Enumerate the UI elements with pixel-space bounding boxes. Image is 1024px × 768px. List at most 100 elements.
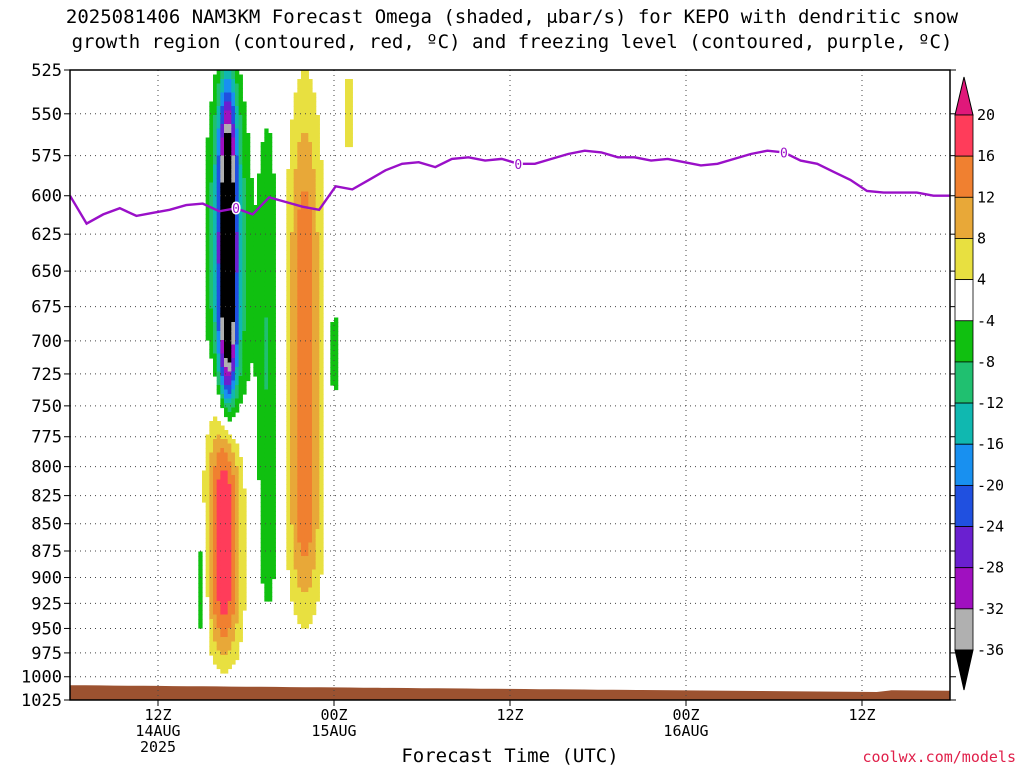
omega-cell <box>286 502 291 508</box>
omega-cell <box>301 191 306 197</box>
omega-cell <box>297 533 302 539</box>
omega-cell <box>227 502 232 508</box>
omega-cell <box>271 340 276 346</box>
omega-cell <box>227 403 232 409</box>
omega-cell <box>301 142 306 148</box>
omega-cell <box>224 632 229 638</box>
omega-cell <box>224 263 229 269</box>
omega-cell <box>246 169 251 175</box>
omega-cell <box>238 610 243 616</box>
omega-cell <box>238 502 243 508</box>
omega-cell <box>315 547 320 553</box>
omega-cell <box>304 614 309 620</box>
omega-cell <box>224 155 229 161</box>
omega-cell <box>242 169 247 175</box>
omega-cell <box>231 250 236 256</box>
omega-cell <box>271 470 276 476</box>
omega-cell <box>308 506 313 512</box>
omega-cell <box>238 196 243 202</box>
omega-cell <box>312 569 317 575</box>
omega-cell <box>242 232 247 238</box>
omega-cell <box>213 286 218 292</box>
omega-cell <box>238 214 243 220</box>
y-tick-label: 975 <box>31 644 62 664</box>
omega-cell <box>216 218 221 224</box>
omega-cell <box>308 421 313 427</box>
omega-cell <box>220 655 225 661</box>
omega-cell <box>202 484 207 490</box>
omega-cell <box>312 250 317 256</box>
omega-cell <box>231 479 236 485</box>
omega-cell <box>253 214 258 220</box>
omega-cell <box>205 268 210 274</box>
omega-cell <box>308 556 313 562</box>
omega-cell <box>286 187 291 193</box>
omega-cell <box>264 538 269 544</box>
omega-cell <box>209 439 214 445</box>
omega-cell <box>334 380 339 386</box>
omega-cell <box>301 511 306 517</box>
omega-cell <box>235 385 240 391</box>
omega-cell <box>271 218 276 224</box>
omega-cell <box>213 196 218 202</box>
omega-cell <box>301 547 306 553</box>
omega-cell <box>235 83 240 89</box>
omega-cell <box>304 151 309 157</box>
omega-cell <box>304 74 309 80</box>
omega-cell <box>330 344 335 350</box>
omega-cell <box>268 263 273 269</box>
omega-cell <box>290 524 295 530</box>
omega-cell <box>202 479 207 485</box>
omega-cell <box>209 484 214 490</box>
omega-cell <box>319 272 324 278</box>
x-tick-label: 16AUG <box>663 722 708 740</box>
omega-cell <box>205 461 210 467</box>
omega-cell <box>242 277 247 283</box>
omega-cell <box>308 277 313 283</box>
omega-cell <box>264 169 269 175</box>
omega-cell <box>308 137 313 143</box>
omega-cell <box>260 515 265 521</box>
omega-cell <box>301 578 306 584</box>
omega-cell <box>290 569 295 575</box>
omega-cell <box>242 245 247 251</box>
omega-cell <box>220 124 225 130</box>
omega-cell <box>205 155 210 161</box>
omega-cell <box>220 434 225 440</box>
omega-cell <box>227 281 232 287</box>
omega-cell <box>238 83 243 89</box>
omega-cell <box>308 110 313 116</box>
omega-cell <box>216 448 221 454</box>
omega-cell <box>268 182 273 188</box>
omega-cell <box>304 299 309 305</box>
omega-cell <box>257 214 262 220</box>
omega-cell <box>301 623 306 629</box>
omega-cell <box>271 326 276 332</box>
omega-cell <box>290 479 295 485</box>
omega-cell <box>260 173 265 179</box>
omega-cell <box>293 439 298 445</box>
omega-cell <box>220 128 225 134</box>
omega-cell <box>238 385 243 391</box>
omega-cell <box>231 322 236 328</box>
omega-cell <box>319 218 324 224</box>
omega-cell <box>213 533 218 539</box>
omega-cell <box>308 398 313 404</box>
omega-cell <box>264 268 269 274</box>
omega-cell <box>224 515 229 521</box>
omega-cell <box>238 578 243 584</box>
omega-cell <box>224 191 229 197</box>
omega-cell <box>319 421 324 427</box>
omega-cell <box>257 236 262 242</box>
omega-cell <box>260 178 265 184</box>
omega-cell <box>264 425 269 431</box>
omega-cell <box>290 574 295 580</box>
omega-cell <box>297 205 302 211</box>
omega-cell <box>290 209 295 215</box>
omega-cell <box>205 502 210 508</box>
omega-cell <box>290 160 295 166</box>
omega-cell <box>260 434 265 440</box>
credit-link[interactable]: coolwx.com/models <box>862 748 1016 766</box>
omega-cell <box>312 340 317 346</box>
omega-cell <box>213 250 218 256</box>
